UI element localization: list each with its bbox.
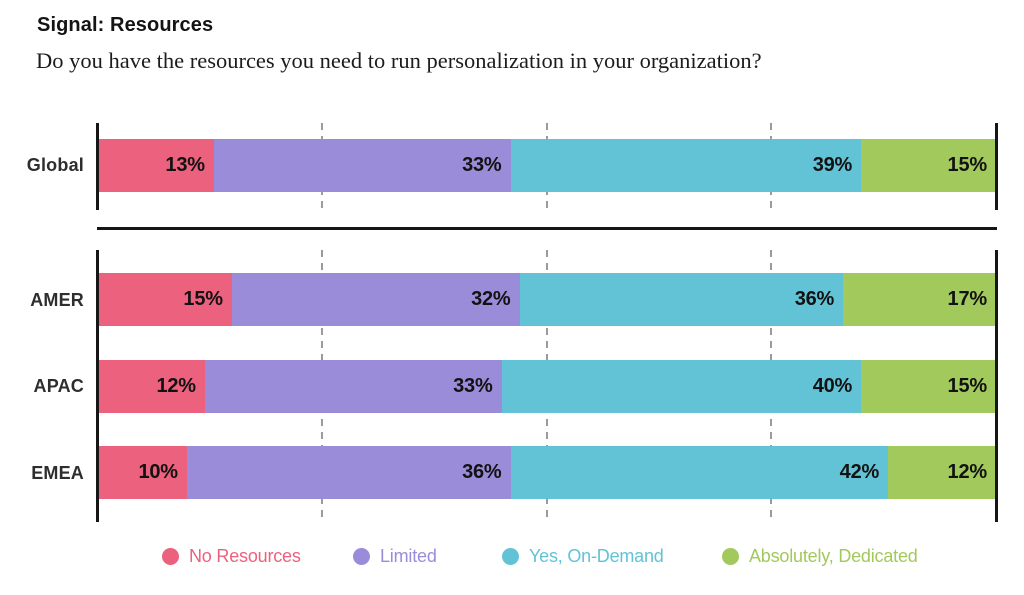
y-axis-line-left xyxy=(96,123,99,210)
y-axis-line-right xyxy=(995,123,998,210)
segment-value-label: 33% xyxy=(453,375,493,397)
bar-segment-yes-on-demand: 36% xyxy=(519,273,844,326)
legend-label: Absolutely, Dedicated xyxy=(749,546,918,566)
bar-segment-limited: 33% xyxy=(213,139,511,192)
legend-item-yes-on-demand: Yes, On-Demand xyxy=(502,546,664,566)
segment-value-label: 39% xyxy=(812,154,853,176)
bar-segment-no-resources: 15% xyxy=(97,273,232,326)
segment-value-label: 40% xyxy=(812,375,853,397)
legend-dot-icon xyxy=(722,548,739,565)
segment-value-label: 10% xyxy=(138,461,178,483)
segment-value-label: 42% xyxy=(839,461,880,483)
bar-segment-no-resources: 10% xyxy=(97,446,187,499)
bar-segment-yes-on-demand: 40% xyxy=(501,360,862,413)
chart-title: Signal: Resources xyxy=(37,14,214,36)
stacked-bar-amer: 15% 32% 36% 17% xyxy=(97,273,996,326)
row-label-global: Global xyxy=(26,155,84,175)
legend-label: Limited xyxy=(380,546,437,566)
legend-label: Yes, On-Demand xyxy=(529,546,664,566)
stacked-bar-apac: 12% 33% 40% 15% xyxy=(97,360,996,413)
segment-value-label: 33% xyxy=(462,154,502,176)
row-label-apac: APAC xyxy=(33,376,84,396)
legend-item-absolutely-dedicated: Absolutely, Dedicated xyxy=(722,546,918,566)
segment-value-label: 15% xyxy=(183,288,223,310)
legend-item-no-resources: No Resources xyxy=(162,546,301,566)
bar-segment-absolutely-dedicated: 12% xyxy=(888,446,996,499)
segment-value-label: 17% xyxy=(947,288,988,310)
bar-segment-no-resources: 13% xyxy=(97,139,214,192)
bar-segment-absolutely-dedicated: 15% xyxy=(861,360,996,413)
bar-segment-yes-on-demand: 39% xyxy=(510,139,862,192)
segment-value-label: 36% xyxy=(462,461,502,483)
segment-value-label: 36% xyxy=(794,288,835,310)
segment-value-label: 15% xyxy=(947,154,988,176)
stacked-bar-global: 13% 33% 39% 15% xyxy=(97,139,996,192)
row-label-emea: EMEA xyxy=(31,463,84,483)
stacked-bar-emea: 10% 36% 42% 12% xyxy=(97,446,996,499)
legend-dot-icon xyxy=(502,548,519,565)
row-label-amer: AMER xyxy=(30,290,84,310)
y-axis-line-left xyxy=(96,250,99,522)
legend-label: No Resources xyxy=(189,546,301,566)
segment-value-label: 12% xyxy=(947,461,988,483)
y-axis-line-right xyxy=(995,250,998,522)
segment-value-label: 15% xyxy=(947,375,988,397)
legend-item-limited: Limited xyxy=(353,546,437,566)
chart-divider-line xyxy=(97,227,997,230)
global-chart-area: 13% 33% 39% 15% xyxy=(96,123,998,210)
bar-segment-yes-on-demand: 42% xyxy=(510,446,889,499)
legend-dot-icon xyxy=(162,548,179,565)
legend-dot-icon xyxy=(353,548,370,565)
bar-segment-limited: 36% xyxy=(186,446,511,499)
regions-chart-area: 15% 32% 36% 17% 12% 33% 40% 15% 10% 36% 42% 12% xyxy=(96,250,998,522)
bar-segment-limited: 32% xyxy=(231,273,520,326)
bar-segment-absolutely-dedicated: 17% xyxy=(843,273,996,326)
bar-segment-no-resources: 12% xyxy=(97,360,205,413)
segment-value-label: 12% xyxy=(156,375,196,397)
bar-segment-limited: 33% xyxy=(204,360,502,413)
bar-segment-absolutely-dedicated: 15% xyxy=(861,139,996,192)
segment-value-label: 13% xyxy=(165,154,205,176)
segment-value-label: 32% xyxy=(471,288,511,310)
chart-question: Do you have the resources you need to ru… xyxy=(36,48,762,73)
